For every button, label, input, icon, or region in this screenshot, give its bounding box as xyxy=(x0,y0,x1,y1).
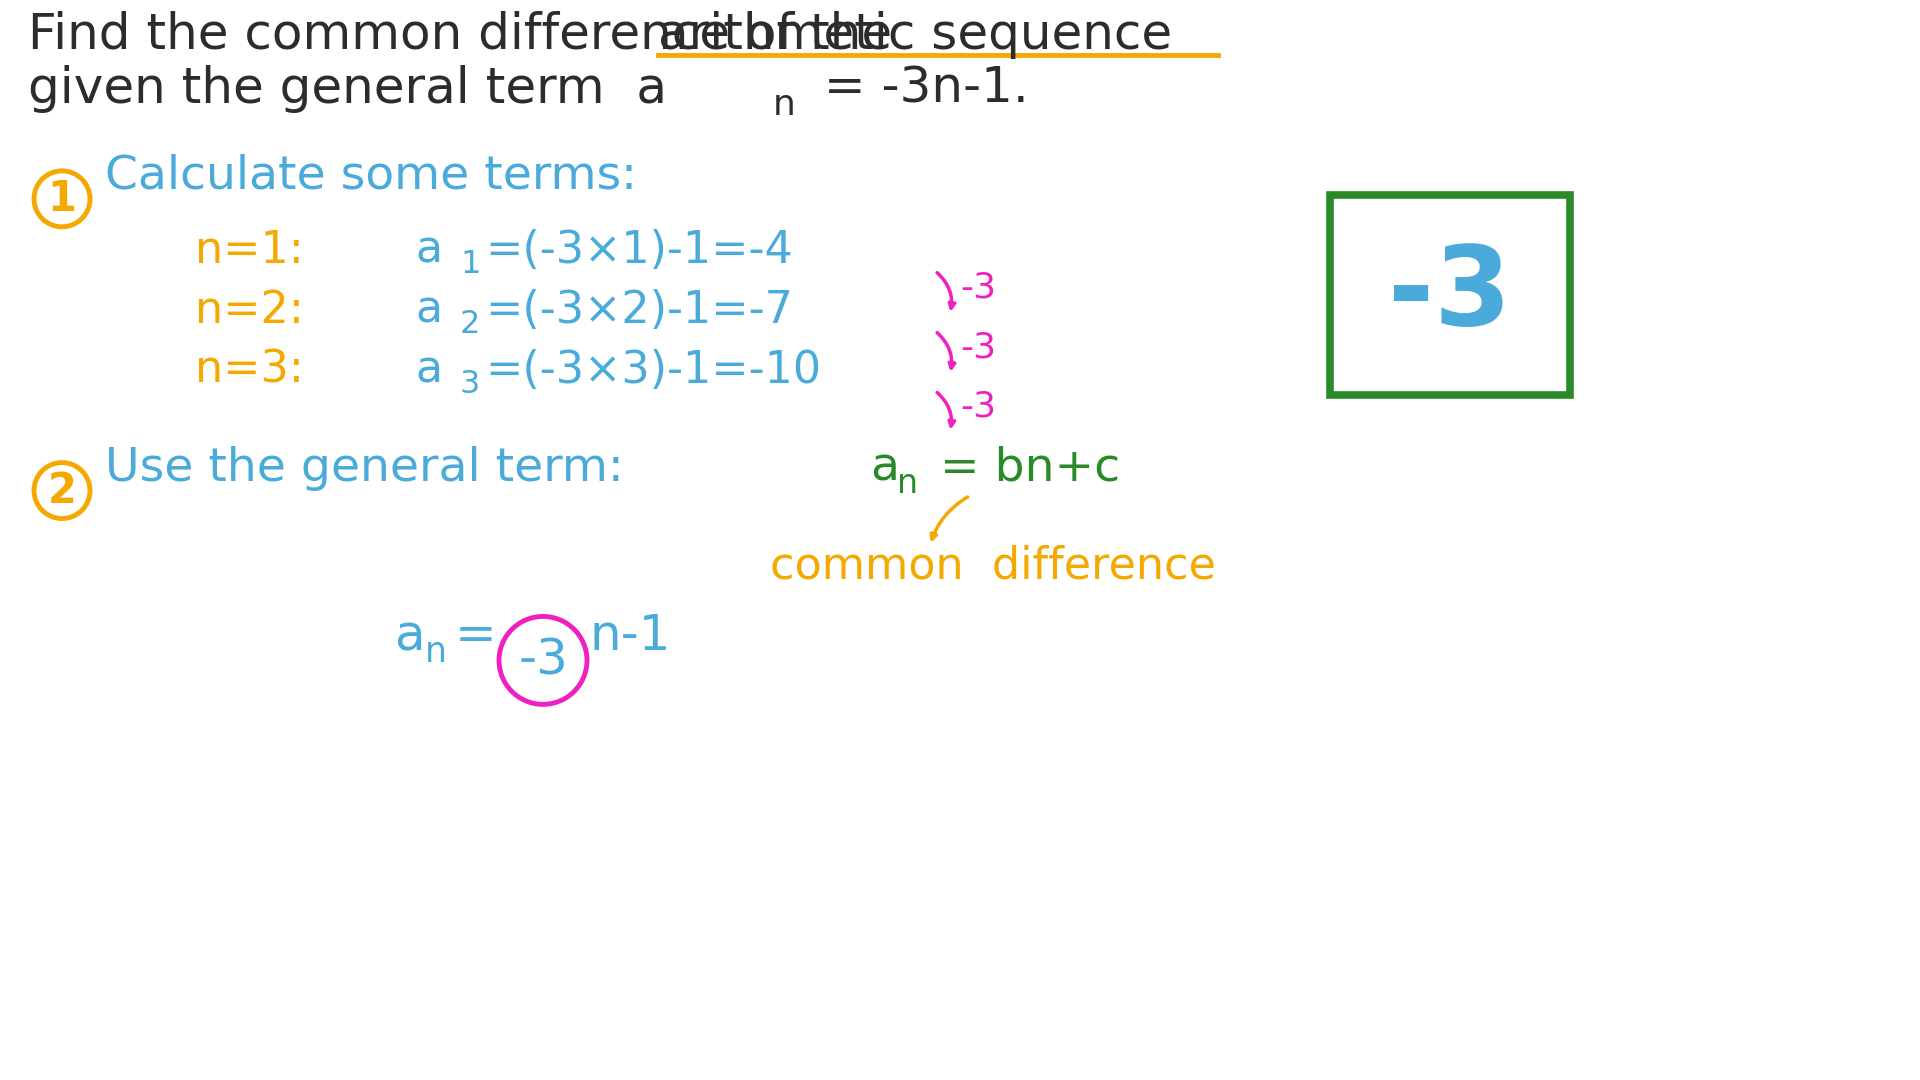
Text: a: a xyxy=(396,612,426,660)
Text: =(-3×2)-1=-7: =(-3×2)-1=-7 xyxy=(486,288,793,332)
Text: n=3:: n=3: xyxy=(196,349,303,392)
Text: n=1:: n=1: xyxy=(196,229,303,272)
Text: a: a xyxy=(870,446,899,490)
FancyBboxPatch shape xyxy=(1331,194,1571,394)
Text: a: a xyxy=(415,288,442,332)
Text: = bn+c: = bn+c xyxy=(925,446,1119,490)
Text: 3: 3 xyxy=(461,368,480,400)
Text: n=2:: n=2: xyxy=(196,288,303,332)
Text: -3: -3 xyxy=(960,330,996,365)
Text: =(-3×1)-1=-4: =(-3×1)-1=-4 xyxy=(486,229,793,272)
Text: n: n xyxy=(897,467,918,500)
Text: common  difference: common difference xyxy=(770,544,1215,588)
Text: n-1: n-1 xyxy=(589,612,672,660)
Text: 1: 1 xyxy=(461,248,480,280)
Text: =(-3×3)-1=-10: =(-3×3)-1=-10 xyxy=(486,349,822,392)
Text: -3: -3 xyxy=(518,636,568,685)
Text: given the general term  a: given the general term a xyxy=(29,65,666,113)
Text: = -3n-1.: = -3n-1. xyxy=(808,65,1029,113)
Text: =: = xyxy=(455,612,497,660)
Text: 2: 2 xyxy=(461,309,480,340)
Text: Find the common difference of the: Find the common difference of the xyxy=(29,11,908,59)
Text: 1: 1 xyxy=(48,178,77,220)
Text: a: a xyxy=(415,349,442,392)
Text: -3: -3 xyxy=(960,271,996,305)
Text: a: a xyxy=(415,229,442,272)
Text: n: n xyxy=(424,635,447,670)
Text: -3: -3 xyxy=(1388,241,1511,348)
Text: Use the general term:: Use the general term: xyxy=(106,446,624,490)
Text: Calculate some terms:: Calculate some terms: xyxy=(106,153,637,199)
Text: 2: 2 xyxy=(48,470,77,512)
Text: -3: -3 xyxy=(960,390,996,423)
Text: arithmetic sequence: arithmetic sequence xyxy=(659,11,1171,59)
Text: n: n xyxy=(774,87,797,122)
